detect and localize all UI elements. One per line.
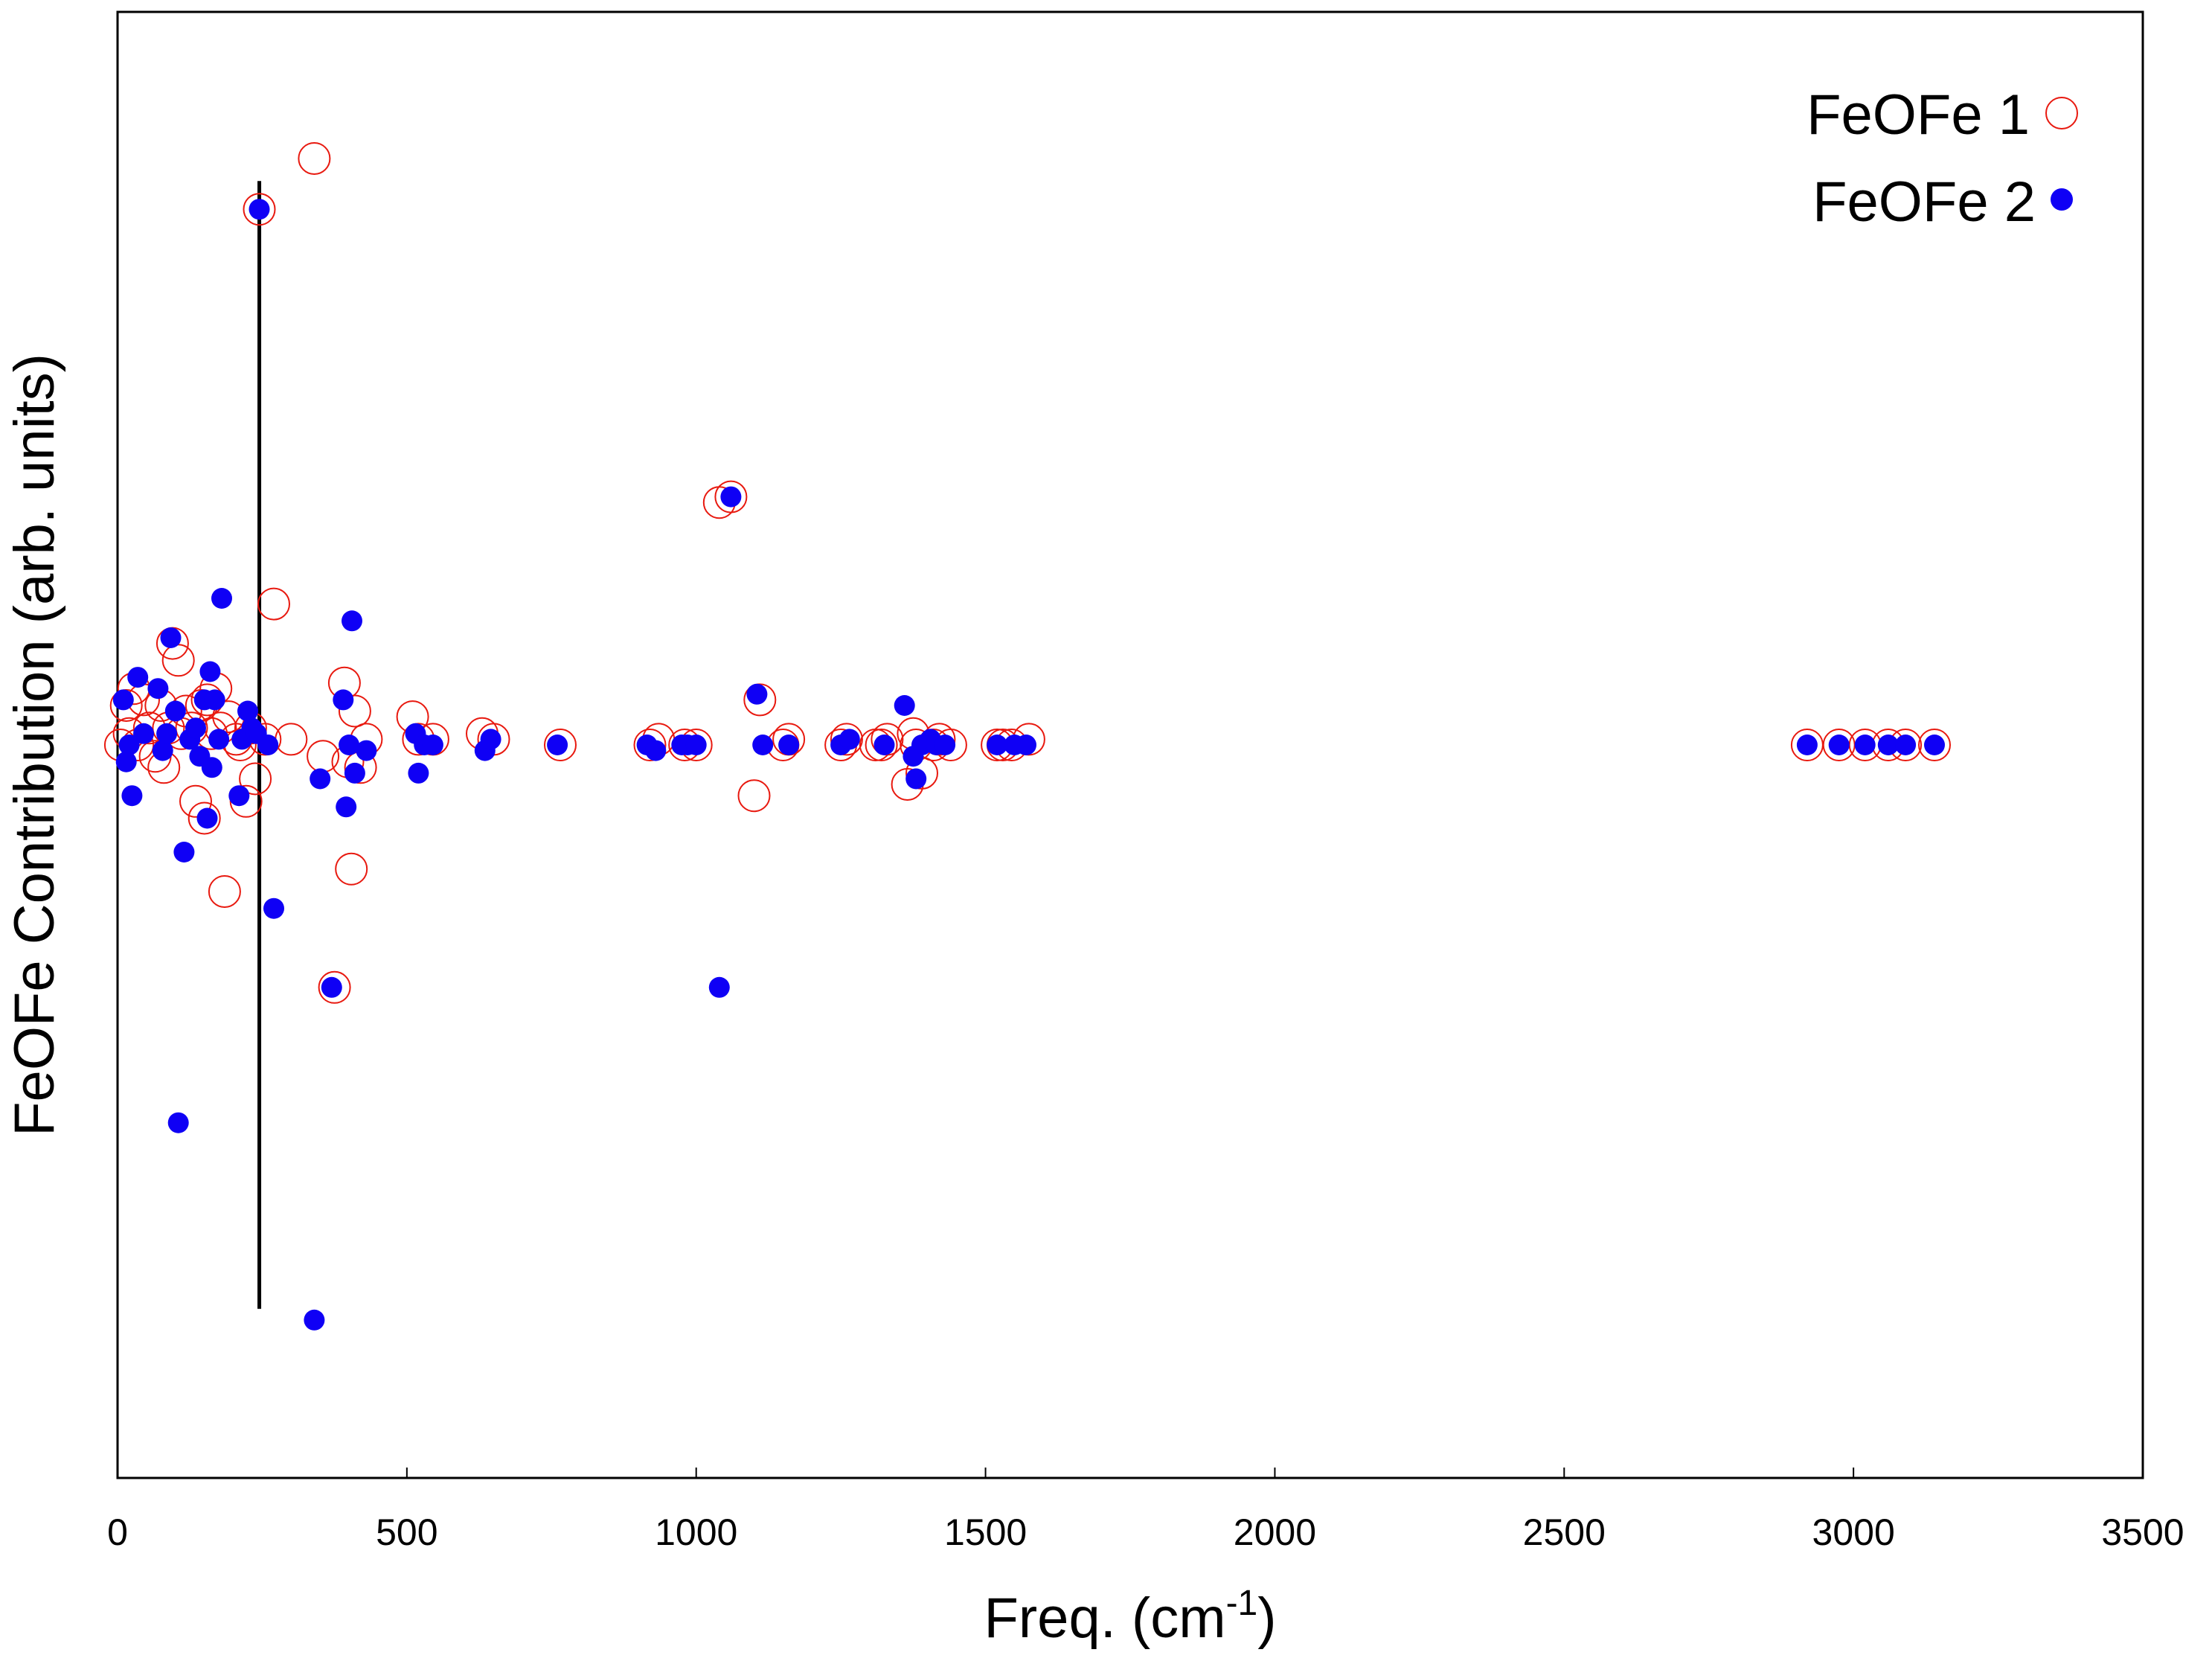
data-point-series-2 [778,735,800,755]
data-point-series-2 [333,689,354,711]
data-point-series-2 [118,735,140,755]
x-tick-label: 3500 [2101,1511,2184,1553]
data-point-series-2 [645,740,667,761]
x-tick-label: 3000 [1812,1511,1895,1553]
data-point-series-2 [547,735,568,755]
data-point-series-2 [127,667,149,688]
data-point-series-2 [263,897,284,919]
data-point-series-1 [714,480,748,513]
x-axis-label-superscript: -1 [1226,1584,1258,1623]
data-point-series-1 [1918,729,1951,761]
data-point-series-2 [894,695,915,716]
data-point-series-2 [339,735,360,755]
data-point-series-1 [633,729,667,761]
legend-label-series-2: FeOFe 2 [1812,170,2036,234]
data-point-series-1 [161,644,195,677]
data-point-series-2 [167,1112,189,1133]
data-point-series-1 [243,193,276,226]
data-point-series-2 [905,768,927,790]
x-tick-layer: 0 500 1000 1500 2000 2500 3000 3500 [107,1468,2184,1553]
data-point-series-2 [1924,735,1945,755]
data-point-series-2 [752,735,774,755]
data-point-series-1 [208,875,241,908]
x-tick-label: 2500 [1523,1511,1606,1553]
data-point-series-2 [133,723,154,744]
data-point-series-2 [115,751,137,772]
data-point-series-2 [1854,735,1876,755]
data-point-series-2 [1877,735,1899,755]
data-point-series-1 [318,970,351,1004]
data-point-series-2 [1828,735,1850,755]
legend: FeOFe 1 FeOFe 2 [1807,83,2078,234]
data-point-series-1 [179,784,212,818]
data-point-series-2 [173,842,195,863]
data-point-series-2 [987,735,1008,755]
data-point-series-2 [257,735,279,755]
data-point-series-2 [249,199,270,220]
data-point-series-2 [746,683,768,705]
data-point-series-2 [204,689,225,711]
data-point-series-2 [199,661,221,682]
data-point-series-2 [156,723,178,744]
data-point-series-2 [344,762,365,784]
data-point-series-1 [335,852,368,886]
legend-marker-series-2 [2051,188,2073,211]
data-point-series-2 [208,729,230,750]
x-tick-label: 500 [376,1511,437,1553]
data-point-series-2 [408,762,429,784]
legend-label-series-1: FeOFe 1 [1807,83,2030,147]
x-tick-label: 1000 [655,1511,737,1553]
data-point-series-2 [1016,735,1036,755]
data-point-series-2 [185,717,206,739]
data-point-series-1 [338,694,371,728]
data-point-series-2 [211,588,232,609]
x-tick-label: 2000 [1234,1511,1316,1553]
data-point-series-2 [356,740,377,761]
data-point-series-2 [321,976,342,998]
x-axis-label-main: Freq. (cm [984,1587,1225,1650]
data-point-series-2 [839,729,860,750]
data-point-series-2 [121,785,143,807]
data-point-series-2 [685,735,707,755]
data-point-series-2 [720,486,742,508]
x-tick-label: 1500 [944,1511,1027,1553]
data-point-series-2 [237,700,258,722]
data-point-series-1 [298,142,331,175]
data-point-series-1 [187,801,221,835]
data-point-series-1 [865,729,898,761]
data-point-series-1 [239,762,272,796]
data-point-series-1 [737,779,771,813]
data-point-series-2 [480,729,501,750]
data-points-layer [103,142,1951,1331]
data-point-series-2 [935,735,956,755]
data-point-series-2 [160,627,182,648]
legend-marker-series-1 [2045,97,2078,129]
data-point-series-2 [304,1309,325,1331]
data-point-series-2 [147,678,169,700]
data-point-series-2 [201,757,222,778]
data-point-series-1 [830,723,863,756]
data-point-series-2 [196,807,218,829]
x-tick-label: 0 [107,1511,128,1553]
data-point-series-2 [164,700,186,722]
data-point-series-2 [228,785,250,807]
data-point-series-1 [257,587,290,621]
data-point-series-2 [152,740,173,761]
data-point-series-2 [422,735,443,755]
data-point-series-2 [336,796,357,818]
y-axis-label: FeOFe Contribution (arb. units) [3,353,66,1136]
data-point-series-2 [708,976,730,998]
data-point-series-2 [310,768,331,790]
data-point-series-1 [544,729,577,761]
data-point-series-2 [1796,735,1818,755]
data-point-series-2 [112,689,134,711]
data-point-series-2 [1895,735,1917,755]
x-axis-label: Freq. (cm-1) [984,1584,1276,1650]
x-axis-label-suffix: ) [1257,1587,1276,1650]
data-point-series-2 [342,610,362,632]
data-point-series-2 [873,735,895,755]
